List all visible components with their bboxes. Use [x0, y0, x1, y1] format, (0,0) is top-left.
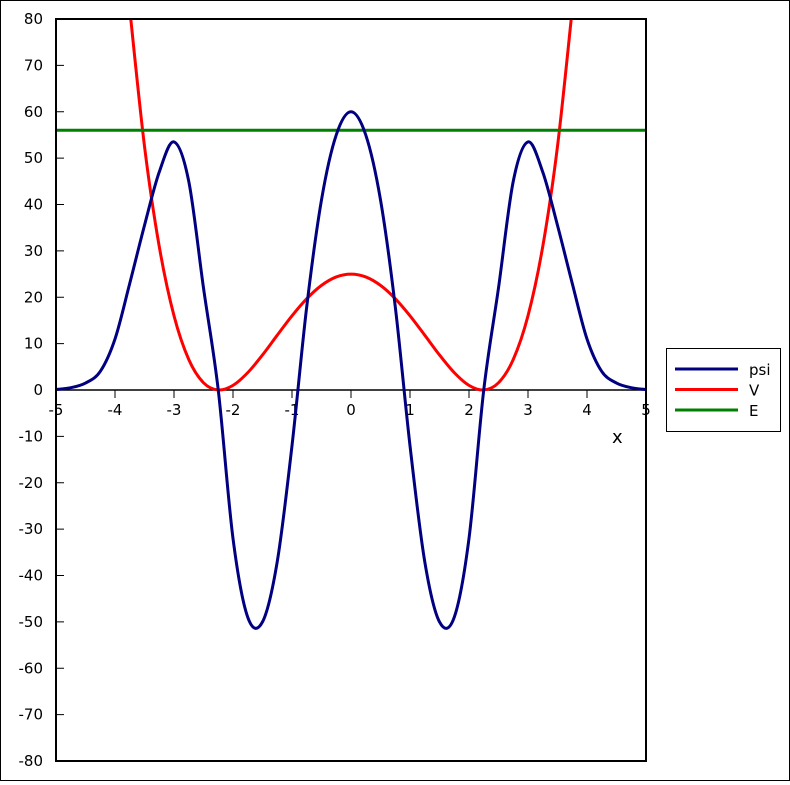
y-tick-label: 60 [24, 103, 43, 121]
y-tick-label: 0 [33, 381, 43, 399]
y-tick-label: -20 [19, 474, 44, 492]
y-tick-label: 30 [24, 242, 43, 260]
x-tick-label: 1 [405, 401, 415, 419]
y-tick-label: -80 [19, 752, 44, 770]
series-line-V [129, 19, 573, 392]
y-tick-label: -70 [19, 706, 44, 724]
legend-label-E: E [749, 402, 758, 420]
legend-label-V: V [749, 382, 760, 400]
series-line-psi [56, 110, 646, 630]
y-tick-label: -10 [19, 427, 44, 445]
y-tick-label: -60 [19, 659, 44, 677]
x-tick-label: 4 [582, 401, 592, 419]
y-tick-label: 10 [24, 335, 43, 353]
x-tick-label: 2 [464, 401, 474, 419]
y-tick-label: -50 [19, 613, 44, 631]
axis-ticks: -5 -4 -3 -2 -1 0 1 2 3 4 580706050403020100-10-20-… [19, 10, 651, 770]
legend: psi VE [666, 348, 781, 432]
x-tick-label: -2 [226, 401, 241, 419]
y-tick-label: 50 [24, 149, 43, 167]
legend-label-psi: psi [749, 361, 771, 379]
x-tick-label: 3 [523, 401, 533, 419]
y-tick-label: -40 [19, 567, 44, 585]
y-tick-label: -30 [19, 520, 44, 538]
plot-frame [55, 18, 647, 762]
y-tick-label: 70 [24, 56, 43, 74]
x-tick-label: -3 [167, 401, 182, 419]
y-tick-label: 40 [24, 196, 43, 214]
y-tick-label: 20 [24, 288, 43, 306]
x-axis-label: x [612, 427, 623, 448]
x-tick-label: 0 [346, 401, 356, 419]
x-tick-label: -4 [108, 401, 123, 419]
series-lines [56, 19, 646, 630]
y-tick-label: 80 [24, 10, 43, 28]
